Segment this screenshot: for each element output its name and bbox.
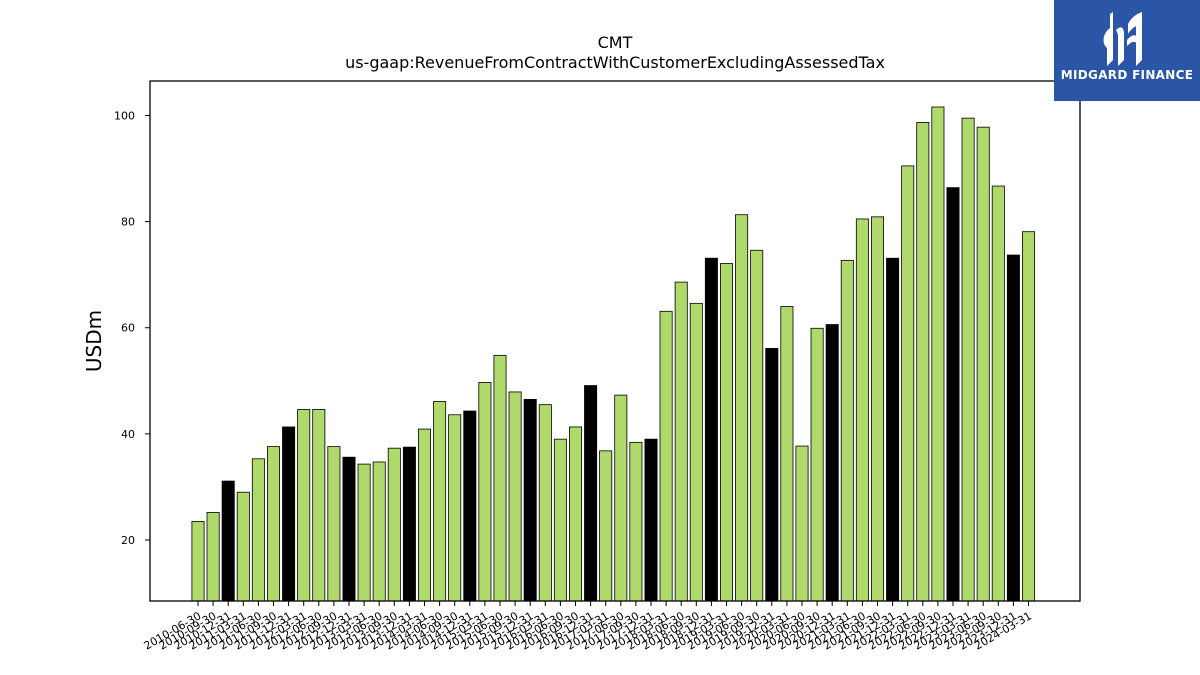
midgard-logo-icon (1103, 12, 1142, 67)
bar-2012-06-30 (312, 409, 326, 602)
bar-2014-03-31 (417, 428, 431, 602)
bar-2023-09-30 (991, 185, 1005, 602)
y-tick-label: 20 (121, 534, 135, 547)
bar-2021-09-30 (871, 216, 885, 602)
bar-2016-06-30 (553, 438, 567, 602)
y-tick-label: 60 (121, 322, 135, 335)
bar-2020-09-30 (810, 327, 824, 602)
y-tick-label: 40 (121, 428, 135, 441)
bar-2011-09-30 (266, 446, 280, 602)
bar-2015-09-30 (508, 391, 522, 602)
bar-2019-03-31 (720, 263, 734, 602)
bar-2013-03-31 (357, 463, 371, 602)
bars-group (191, 106, 1036, 602)
bar-2018-12-31 (704, 257, 718, 602)
bar-2017-03-31 (599, 450, 613, 602)
bar-2011-03-31 (236, 491, 250, 602)
y-tick-label: 100 (114, 109, 135, 122)
plot-frame (149, 80, 1081, 602)
bar-2011-12-31 (282, 426, 296, 602)
bar-2010-09-30 (206, 511, 220, 602)
bar-2023-12-31 (1006, 254, 1020, 602)
bar-2024-03-31 (1022, 231, 1036, 602)
logo-text: MIDGARD FINANCE (1060, 68, 1194, 82)
bar-2018-09-30 (689, 302, 703, 602)
bar-2021-06-30 (855, 218, 869, 602)
bar-2017-09-30 (629, 441, 643, 602)
bar-2023-06-30 (976, 126, 990, 602)
bar-2020-12-31 (825, 324, 839, 602)
bar-2013-06-30 (372, 461, 386, 602)
bar-2017-06-30 (614, 394, 628, 602)
bar-2022-09-30 (931, 106, 945, 602)
bar-2019-06-30 (735, 214, 749, 602)
bar-2010-06-30 (191, 521, 205, 602)
bar-2020-06-30 (795, 445, 809, 602)
chart-subtitle: us-gaap:RevenueFromContractWithCustomerE… (345, 53, 885, 72)
bar-2016-09-30 (569, 426, 583, 602)
bar-2022-06-30 (916, 121, 930, 602)
bar-2014-09-30 (448, 414, 462, 602)
bar-2015-03-31 (478, 381, 492, 602)
x-axis: 2010-06-302010-09-302010-12-312011-03-31… (142, 601, 1034, 653)
bar-2012-09-30 (327, 446, 341, 602)
bar-2013-09-30 (387, 447, 401, 602)
bar-2016-12-31 (584, 385, 598, 602)
bar-2010-12-31 (221, 480, 235, 602)
bar-2017-12-31 (644, 438, 658, 602)
bar-2022-03-31 (901, 165, 915, 602)
bar-2018-03-31 (659, 310, 673, 602)
bar-2012-12-31 (342, 456, 356, 602)
bar-2019-09-30 (750, 249, 764, 602)
bar-2019-12-31 (765, 348, 779, 602)
bar-2018-06-30 (674, 281, 688, 602)
bar-2012-03-31 (297, 409, 311, 602)
bar-2014-12-31 (463, 410, 477, 602)
y-tick-label: 80 (121, 216, 135, 229)
midgard-finance-logo: MIDGARD FINANCE (1054, 0, 1200, 101)
bar-2023-03-31 (961, 117, 975, 602)
bar-2011-06-30 (251, 458, 265, 602)
bar-2021-03-31 (840, 259, 854, 602)
bar-2021-12-31 (886, 257, 900, 602)
y-axis-label: USDm (82, 310, 106, 372)
bar-2015-12-31 (523, 398, 537, 602)
bar-2013-12-31 (402, 446, 416, 602)
bar-2014-06-30 (433, 401, 447, 602)
bar-2020-03-31 (780, 306, 794, 602)
bar-2022-12-31 (946, 187, 960, 602)
bar-2015-06-30 (493, 354, 507, 602)
chart-title: CMT (597, 33, 633, 52)
bar-2016-03-31 (538, 404, 552, 602)
y-axis: 20 40 60 80 100 (114, 109, 150, 547)
